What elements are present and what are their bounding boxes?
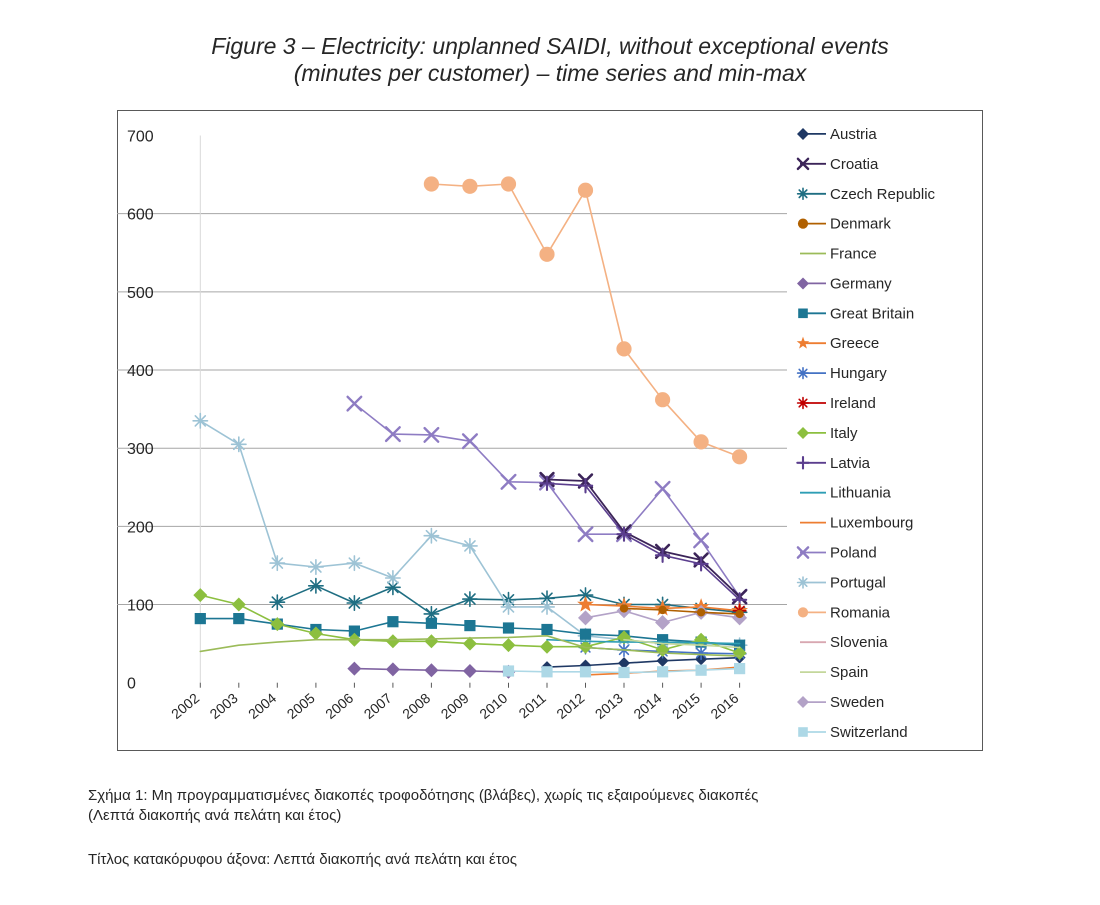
svg-text:Ireland: Ireland	[830, 395, 876, 412]
svg-text:700: 700	[127, 129, 154, 146]
svg-text:Sweden: Sweden	[830, 694, 884, 711]
svg-text:Czech Republic: Czech Republic	[830, 186, 936, 203]
svg-text:Spain: Spain	[830, 664, 868, 681]
svg-text:200: 200	[127, 519, 154, 536]
svg-text:2002: 2002	[168, 690, 202, 722]
svg-text:Greece: Greece	[830, 335, 879, 352]
svg-text:Luxembourg: Luxembourg	[830, 515, 913, 532]
svg-text:2011: 2011	[516, 690, 550, 722]
svg-text:Romania: Romania	[830, 604, 891, 621]
svg-text:2016: 2016	[707, 690, 741, 722]
svg-text:400: 400	[127, 363, 154, 380]
svg-text:2012: 2012	[553, 690, 587, 722]
svg-text:2007: 2007	[361, 690, 395, 722]
svg-text:2014: 2014	[630, 690, 664, 722]
svg-text:Croatia: Croatia	[830, 156, 879, 173]
svg-text:2013: 2013	[592, 690, 626, 722]
svg-text:2006: 2006	[322, 690, 356, 722]
svg-text:Latvia: Latvia	[830, 455, 871, 472]
svg-text:France: France	[830, 246, 877, 263]
svg-text:500: 500	[127, 285, 154, 302]
svg-text:2008: 2008	[399, 690, 433, 722]
svg-text:Denmark: Denmark	[830, 216, 891, 233]
svg-text:300: 300	[127, 441, 154, 458]
svg-text:Italy: Italy	[830, 425, 858, 442]
svg-text:2010: 2010	[476, 690, 510, 722]
svg-text:Lithuania: Lithuania	[830, 485, 892, 502]
svg-text:Austria: Austria	[830, 126, 877, 143]
svg-text:2005: 2005	[284, 690, 318, 722]
svg-text:Hungary: Hungary	[830, 365, 887, 382]
svg-text:Switzerland: Switzerland	[830, 724, 908, 741]
svg-text:Slovenia: Slovenia	[830, 634, 888, 651]
svg-text:2015: 2015	[669, 690, 703, 722]
svg-text:Poland: Poland	[830, 545, 877, 562]
svg-text:600: 600	[127, 207, 154, 224]
svg-text:Great Britain: Great Britain	[830, 305, 914, 322]
svg-text:100: 100	[127, 598, 154, 615]
svg-text:Germany: Germany	[830, 275, 892, 292]
svg-text:2004: 2004	[245, 690, 279, 722]
svg-text:0: 0	[127, 676, 136, 693]
svg-text:Portugal: Portugal	[830, 575, 886, 592]
svg-text:2009: 2009	[438, 690, 472, 722]
svg-text:2003: 2003	[207, 690, 241, 722]
